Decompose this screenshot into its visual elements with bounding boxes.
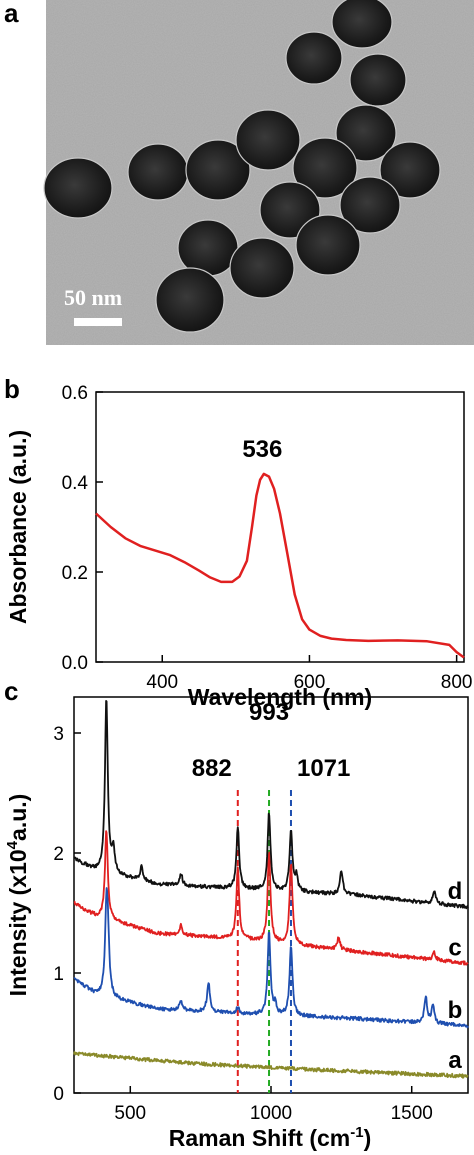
series-label-c: c [448, 934, 461, 961]
y-tick-label-c: 3 [53, 724, 64, 745]
x-tick-label-c: 1500 [391, 1103, 433, 1124]
x-axis-label-c: Raman Shift (cm-1) [169, 1124, 372, 1151]
y-tick-label-c: 1 [53, 964, 64, 985]
peak-label-536: 536 [242, 436, 282, 463]
panel-label-b: b [4, 374, 20, 404]
y-tick-label-b: 0.6 [62, 383, 88, 404]
nanoparticle [379, 141, 441, 199]
nanoparticle [43, 157, 113, 219]
y-tick-label-c: 0 [53, 1084, 64, 1105]
x-tick-label-c: 500 [114, 1103, 146, 1124]
y-tick-label-b: 0.0 [62, 653, 88, 674]
series-label-b: b [448, 997, 463, 1024]
nanoparticle [155, 267, 225, 333]
y-axis-label-c: Intensity (x104a.u.) [4, 794, 31, 997]
series-label-d: d [448, 878, 463, 905]
nanoparticle [335, 104, 397, 162]
tem-image: 50 nm [43, 0, 474, 345]
y-axis-label-b: Absorbance (a.u.) [5, 430, 31, 624]
plot-frame-b [95, 391, 465, 663]
nanoparticle [292, 137, 358, 199]
nanoparticle [295, 214, 361, 276]
nanoparticles [43, 0, 441, 333]
absorbance-spectrum [95, 472, 465, 659]
series-label-a: a [448, 1047, 462, 1074]
y-tick-label-c: 2 [53, 844, 64, 865]
panel-label-a: a [4, 0, 19, 28]
nanoparticle [285, 31, 343, 85]
nanoparticle [349, 53, 407, 107]
y-tick-label-b: 0.4 [62, 473, 89, 494]
x-tick-label-b: 800 [441, 672, 473, 693]
spectrum-b [73, 887, 469, 1029]
peak-label-882: 882 [192, 755, 232, 782]
x-tick-label-b: 400 [146, 672, 178, 693]
nanoparticle [331, 0, 393, 49]
x-tick-label-b: 600 [294, 672, 326, 693]
spectrum-d [73, 700, 469, 910]
peak-label-993: 993 [249, 699, 289, 726]
raman-chart: 500 1000 1500 0 1 2 3 882 993 1071 ab c d Raman Sh… [4, 696, 469, 1151]
panel-label-c: c [4, 676, 18, 706]
nanoparticle [127, 143, 189, 201]
x-tick-label-c: 1000 [250, 1103, 292, 1124]
peak-label-1071: 1071 [297, 755, 350, 782]
nanoparticle [235, 109, 301, 171]
spectrum-c [73, 830, 469, 966]
nanoparticle [339, 176, 401, 234]
y-tick-label-b: 0.2 [62, 563, 88, 584]
nanoparticle [229, 237, 295, 299]
scale-bar-label: 50 nm [64, 285, 122, 310]
scale-bar [74, 318, 122, 326]
nanoparticle [185, 139, 251, 201]
spectrum-a [73, 1051, 469, 1079]
